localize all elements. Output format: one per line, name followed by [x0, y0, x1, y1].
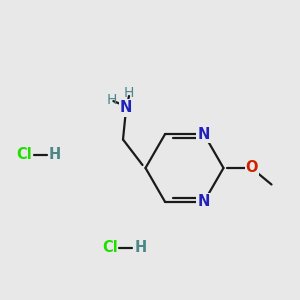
Text: H: H — [134, 240, 147, 255]
Text: H: H — [124, 86, 134, 100]
Text: Cl: Cl — [102, 240, 118, 255]
Text: Cl: Cl — [16, 147, 32, 162]
Text: N: N — [198, 194, 210, 209]
Text: N: N — [120, 100, 132, 116]
Text: N: N — [198, 127, 210, 142]
Text: O: O — [246, 160, 258, 175]
Text: H: H — [49, 147, 61, 162]
Text: H: H — [106, 94, 117, 107]
